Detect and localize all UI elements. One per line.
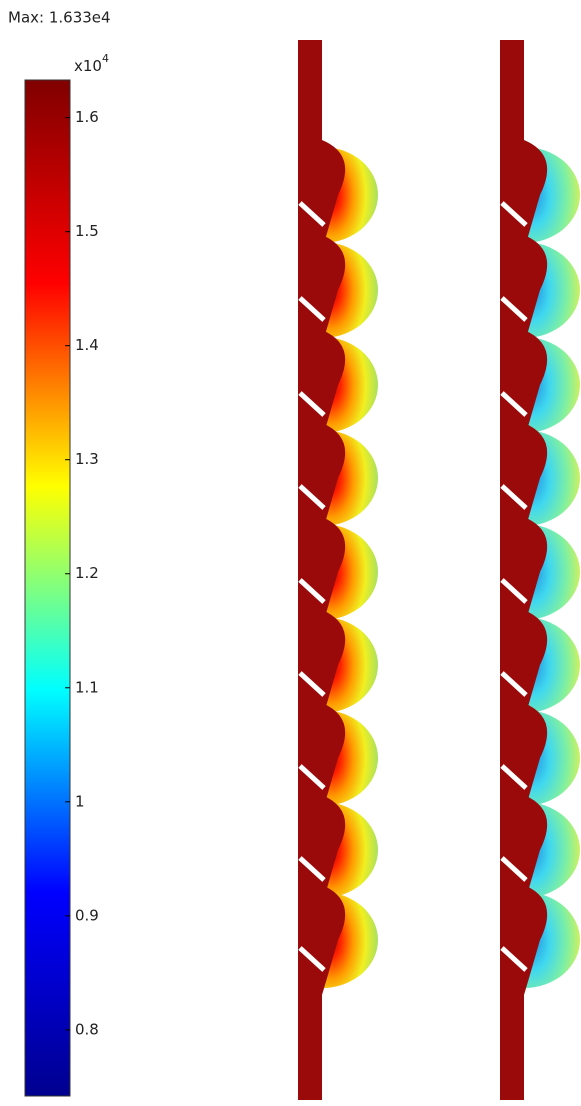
tick-label: 1.3: [75, 450, 99, 468]
tick-label: 0.8: [75, 1020, 99, 1038]
baffle: [298, 671, 326, 697]
baffle: [298, 296, 326, 322]
tick-label: 1.5: [75, 222, 99, 240]
baffle: [500, 946, 528, 972]
chamber-bulge: [322, 885, 346, 995]
baffle: [298, 946, 326, 972]
baffle: [500, 391, 528, 417]
baffle: [500, 764, 528, 790]
tick-label: 1: [75, 792, 85, 810]
chamber-bulge: [322, 140, 346, 250]
tick-label: 1.1: [75, 678, 99, 696]
baffle: [500, 671, 528, 697]
max-label: Max: 1.633e4: [8, 9, 111, 27]
tick-label: 1.4: [75, 336, 99, 354]
chamber-bulge: [524, 140, 548, 250]
chamber-bulge: [524, 330, 548, 440]
tick-label: 0.9: [75, 906, 99, 924]
baffle: [500, 484, 528, 510]
multiplier: x104: [74, 52, 109, 75]
chamber-bulge: [322, 517, 346, 627]
baffle: [298, 764, 326, 790]
baffle: [298, 856, 326, 882]
chamber-bulge: [524, 885, 548, 995]
baffle: [298, 578, 326, 604]
multiplier-exponent: 4: [102, 52, 109, 65]
tick-label: 1.6: [75, 108, 99, 126]
tick-label: 1.2: [75, 564, 99, 582]
baffle: [500, 856, 528, 882]
chamber-bulge: [322, 423, 346, 533]
chamber-bulge: [524, 610, 548, 720]
chamber-bulge: [322, 795, 346, 905]
simulation-images: [298, 40, 580, 1100]
chamber-bulge: [524, 703, 548, 813]
colorbar: [24, 79, 71, 1097]
chamber-bulge: [322, 330, 346, 440]
baffle: [500, 296, 528, 322]
chamber-bulge: [524, 235, 548, 345]
channel: [298, 40, 322, 1100]
baffle: [298, 391, 326, 417]
baffle: [298, 201, 326, 227]
multiplier-base: x10: [74, 57, 102, 75]
chamber-bulge: [322, 703, 346, 813]
chamber-bulge: [524, 795, 548, 905]
chamber-bulge: [322, 235, 346, 345]
baffle: [500, 578, 528, 604]
baffle: [500, 201, 528, 227]
baffle: [298, 484, 326, 510]
channel: [500, 40, 524, 1100]
chamber-bulge: [524, 517, 548, 627]
chamber-bulge: [322, 610, 346, 720]
chamber-bulge: [524, 423, 548, 533]
